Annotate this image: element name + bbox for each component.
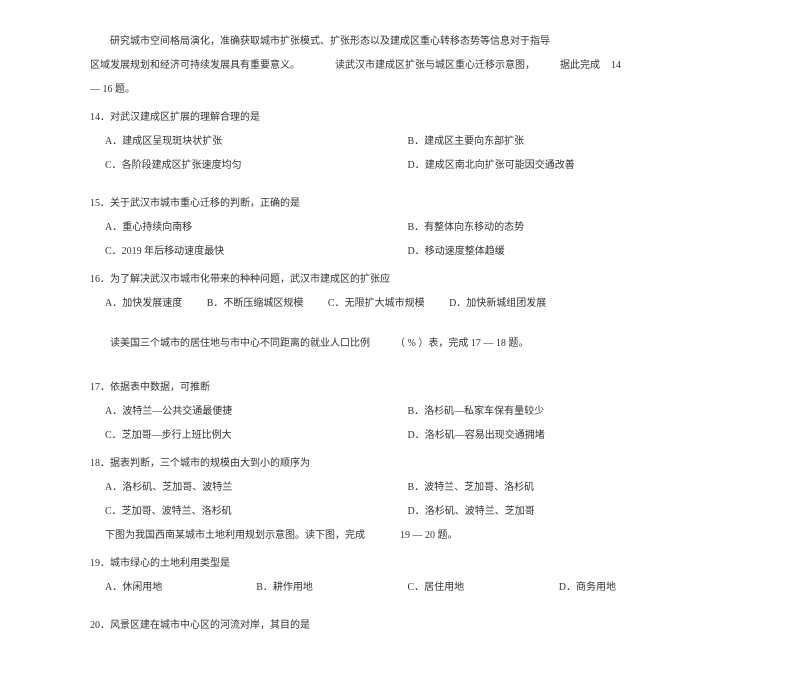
q18-stem: 18．据表判断，三个城市的规模由大到小的顺序为 [90,452,710,476]
q16-opt-a: A．加快发展速度 [105,298,182,309]
intro-line-2: 区域发展规划和经济可持续发展具有重要意义。 读武汉市建成区扩张与城区重心迁移示意… [90,54,710,78]
note17b: （ % ）表，完成 17 — 18 题。 [395,338,528,349]
note-17-18: 读美国三个城市的居住地与市中心不同距离的就业人口比例 （ % ）表，完成 17 … [90,332,710,356]
q18-opt-c: C．芝加哥、波特兰、洛杉矶 [105,500,408,524]
q17-opt-b: B．洛杉矶—私家车保有量较少 [408,400,711,424]
intro-2d: 14 [611,60,621,71]
q15-opt-c: C．2019 年后移动速度最快 [105,240,408,264]
q15-stem: 15．关于武汉市城市重心迁移的判断，正确的是 [90,192,710,216]
intro-2a: 区域发展规划和经济可持续发展具有重要意义。 [90,60,300,71]
note19a: 下图为我国西南某城市土地利用规划示意图。读下图，完成 [105,530,365,541]
q16-stem: 16．为了解决武汉市城市化带来的种种问题，武汉市建成区的扩张应 [90,268,710,292]
q15-opt-d: D．移动速度整体趋缓 [408,240,711,264]
intro-line-1: 研究城市空间格局演化，准确获取城市扩张模式、扩张形态以及建成区重心转移态势等信息… [90,30,710,54]
q15-opt-b: B．有整体向东移动的态势 [408,216,711,240]
note17a: 读美国三个城市的居住地与市中心不同距离的就业人口比例 [110,338,370,349]
q18-options: A．洛杉矶、芝加哥、波特兰 B．波特兰、芝加哥、洛杉矶 C．芝加哥、波特兰、洛杉… [90,476,710,524]
q16-opt-d: D．加快新城组团发展 [449,298,546,309]
q16-opt-b: B．不断压缩城区规模 [207,298,304,309]
note19b: 19 — 20 题。 [400,530,458,541]
q17-stem: 17．依据表中数据，可推断 [90,376,710,400]
q17-opt-a: A．波特兰—公共交通最便捷 [105,400,408,424]
q17-options: A．波特兰—公共交通最便捷 B．洛杉矶—私家车保有量较少 C．芝加哥—步行上班比… [90,400,710,448]
q14-stem: 14．对武汉建成区扩展的理解合理的是 [90,106,710,130]
document-page: 研究城市空间格局演化，准确获取城市扩张模式、扩张形态以及建成区重心转移态势等信息… [0,0,800,658]
q19-opt-d: D．商务用地 [559,576,710,600]
q19-opt-a: A．休闲用地 [105,576,256,600]
q16-options: A．加快发展速度 B．不断压缩城区规模 C．无限扩大城市规模 D．加快新城组团发… [90,292,710,316]
q14-opt-b: B．建成区主要向东部扩张 [408,130,711,154]
q19-stem: 19．城市绿心的土地利用类型是 [90,552,710,576]
intro-2c: 据此完成 [560,60,600,71]
q19-opt-b: B．耕作用地 [256,576,407,600]
q17-opt-d: D．洛杉矶—容易出现交通拥堵 [408,424,711,448]
q19-options: A．休闲用地 B．耕作用地 C．居住用地 D．商务用地 [90,576,710,600]
q19-opt-c: C．居住用地 [408,576,559,600]
intro-line-3: — 16 题。 [90,78,710,102]
q14-opt-d: D．建成区南北向扩张可能因交通改善 [408,154,711,178]
q15-options: A．重心持续向南移 B．有整体向东移动的态势 C．2019 年后移动速度最快 D… [90,216,710,264]
q14-opt-c: C．各阶段建成区扩张速度均匀 [105,154,408,178]
intro-2b: 读武汉市建成区扩张与城区重心迁移示意图， [335,60,535,71]
q18-opt-a: A．洛杉矶、芝加哥、波特兰 [105,476,408,500]
q16-opt-c: C．无限扩大城市规模 [328,298,425,309]
q14-options: A．建成区呈现斑块状扩张 B．建成区主要向东部扩张 C．各阶段建成区扩张速度均匀… [90,130,710,178]
q18-opt-b: B．波特兰、芝加哥、洛杉矶 [408,476,711,500]
note-19-20: 下图为我国西南某城市土地利用规划示意图。读下图，完成 19 — 20 题。 [90,524,710,548]
q18-opt-d: D．洛杉矶、波特兰、芝加哥 [408,500,711,524]
q17-opt-c: C．芝加哥—步行上班比例大 [105,424,408,448]
q20-stem: 20．风景区建在城市中心区的河流对岸，其目的是 [90,614,710,638]
q15-opt-a: A．重心持续向南移 [105,216,408,240]
q14-opt-a: A．建成区呈现斑块状扩张 [105,130,408,154]
